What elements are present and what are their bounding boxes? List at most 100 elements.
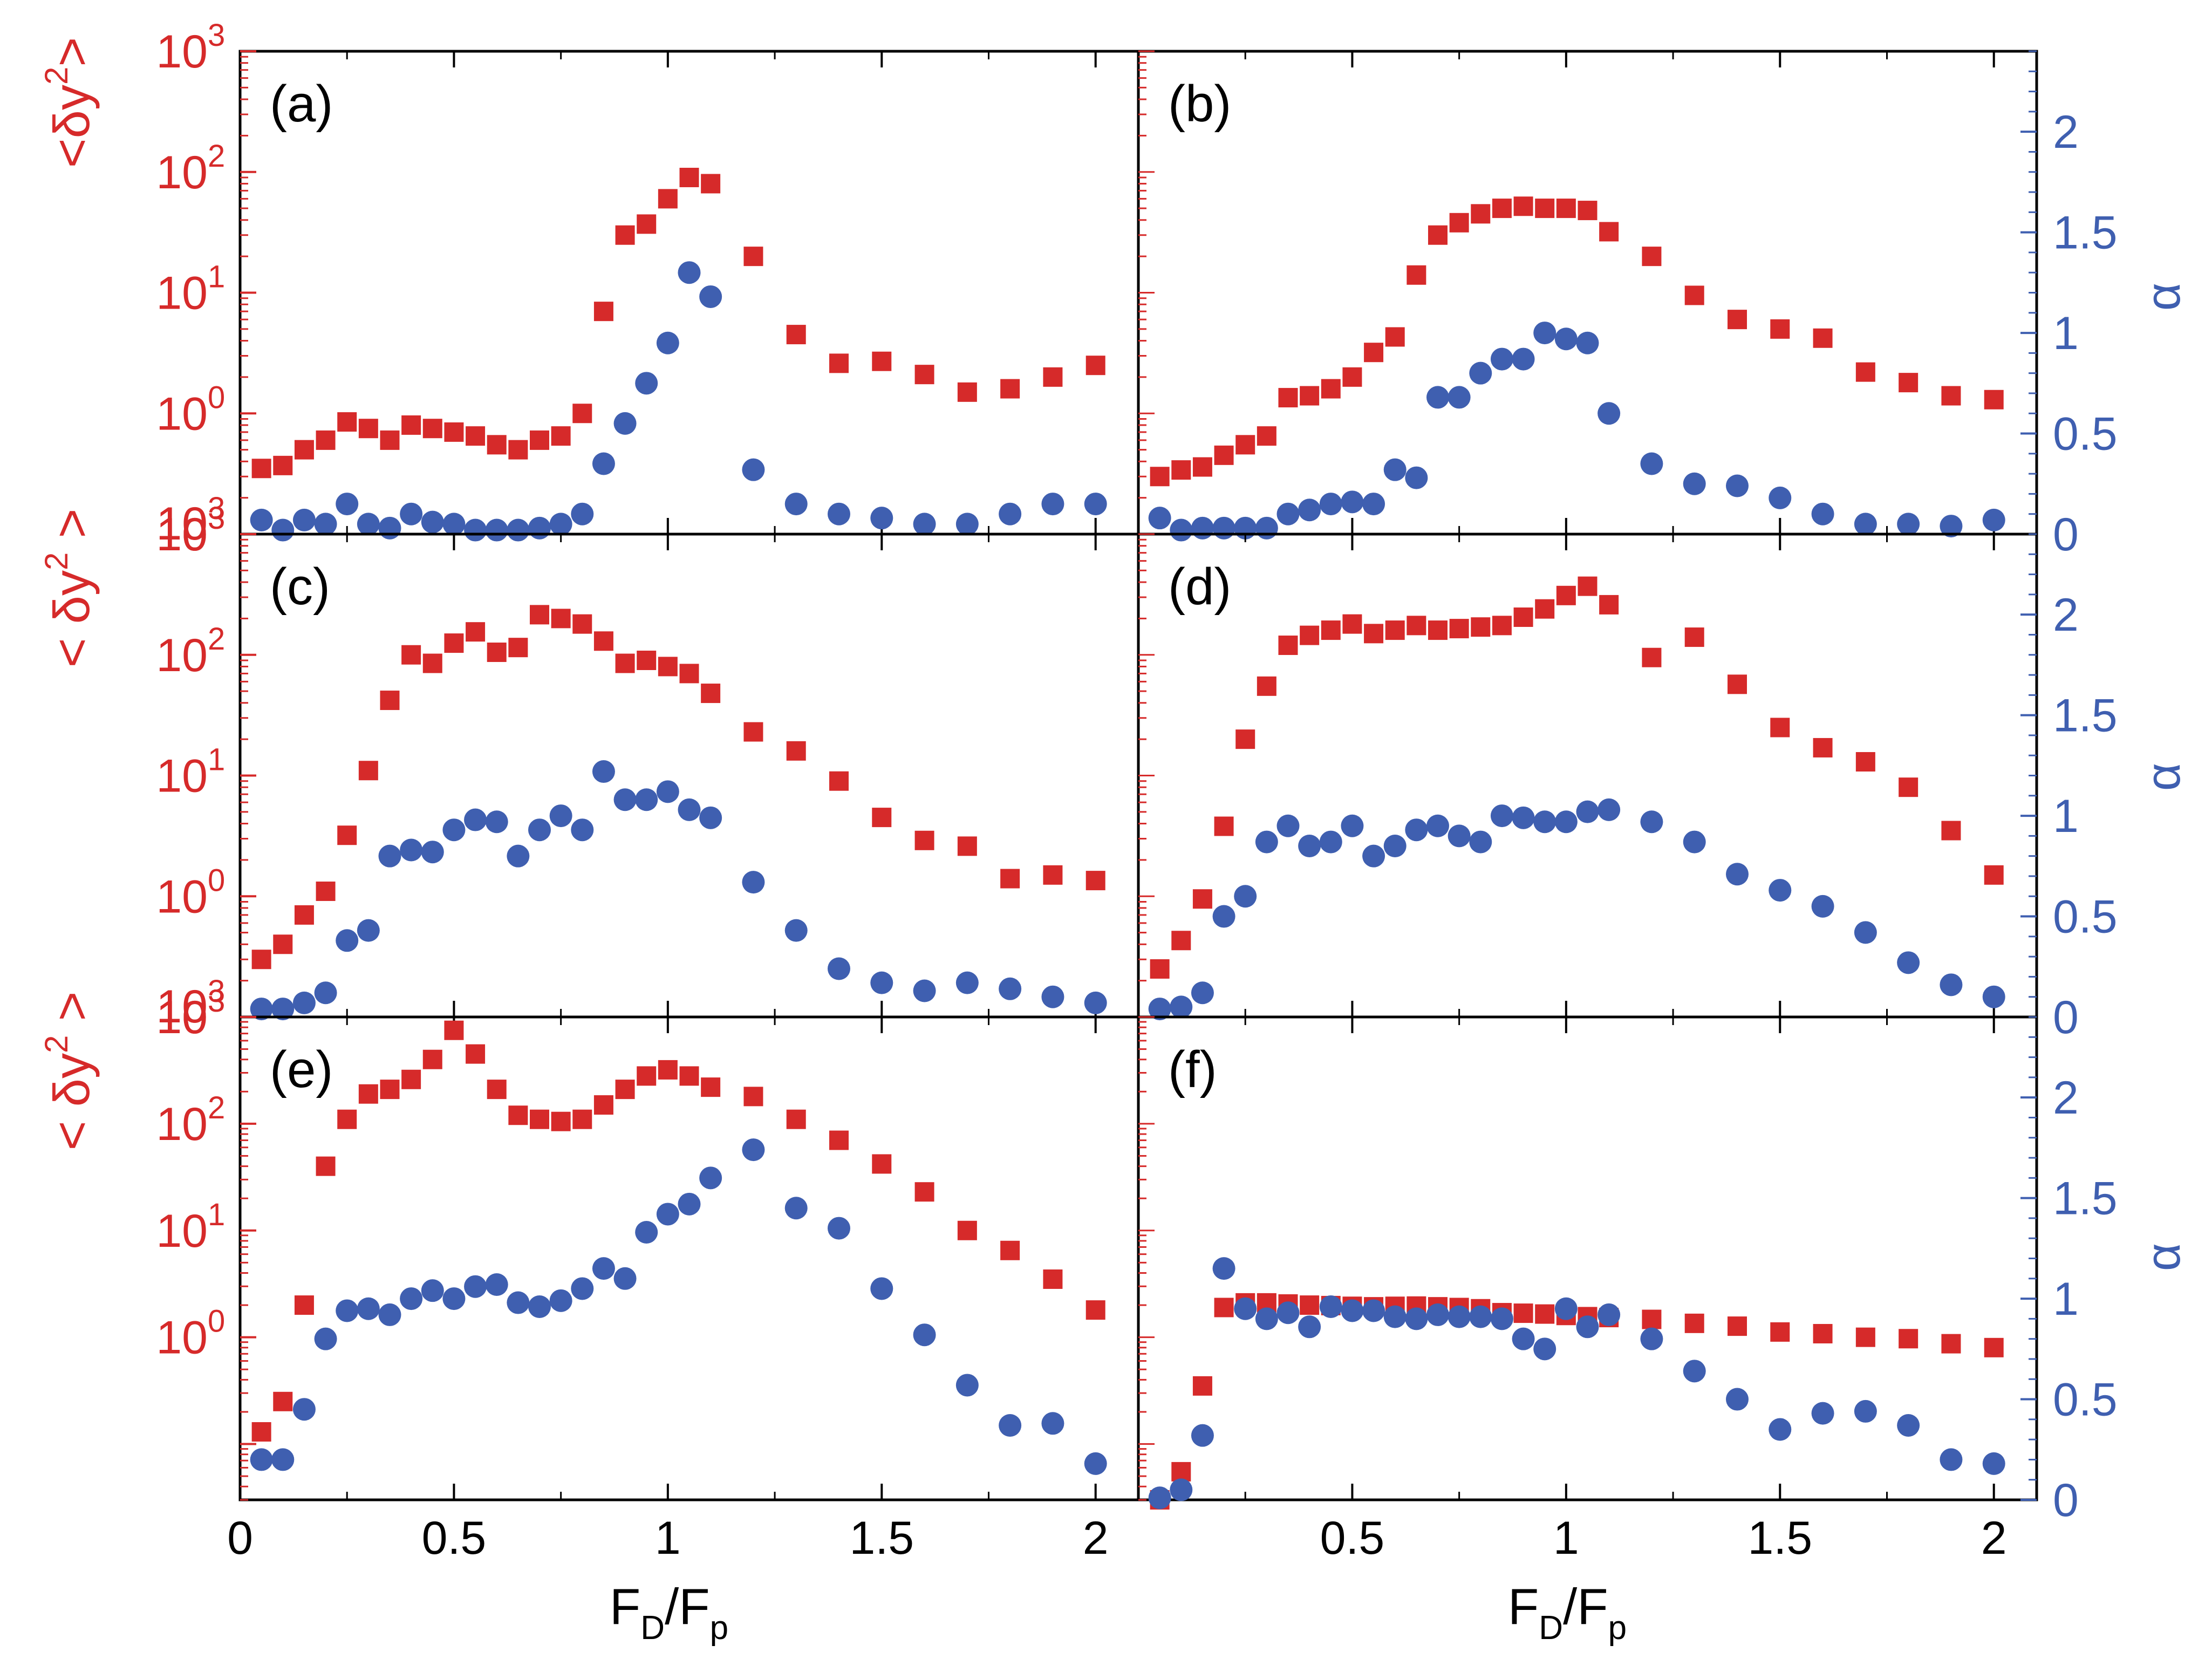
msd-point — [1000, 1240, 1020, 1260]
alpha-point — [1490, 1307, 1513, 1330]
alpha-tick-label: 0.5 — [2053, 891, 2118, 943]
alpha-point — [1148, 1486, 1171, 1510]
y-tick-label-exp: 1 — [208, 1197, 225, 1232]
msd-point — [1535, 1304, 1555, 1324]
y-tick-label: 10 — [156, 509, 208, 561]
msd-point — [637, 214, 657, 234]
msd-point — [508, 638, 528, 658]
panel-label: (c) — [270, 558, 330, 616]
msd-point — [1599, 222, 1619, 242]
alpha-point — [1982, 985, 2005, 1008]
alpha-point — [421, 841, 444, 864]
y-tick-label-exp: 3 — [208, 491, 225, 526]
msd-point — [658, 1060, 678, 1080]
alpha-point — [1683, 472, 1706, 495]
alpha-point — [1298, 1315, 1321, 1339]
alpha-point — [1448, 824, 1471, 848]
alpha-point — [1405, 818, 1428, 842]
alpha-point — [400, 838, 423, 862]
alpha-series — [1148, 798, 2005, 1021]
alpha-point — [250, 998, 273, 1021]
x-tick-label: 2 — [1981, 1512, 2007, 1564]
msd-point — [1449, 619, 1469, 639]
msd-point — [1770, 718, 1790, 738]
msd-point — [1385, 327, 1405, 347]
msd-point — [1813, 1324, 1833, 1344]
alpha-point — [1769, 879, 1792, 902]
alpha-point — [1597, 402, 1621, 425]
msd-point — [1642, 247, 1662, 267]
alpha-point — [549, 1289, 572, 1312]
alpha-point — [1170, 995, 1193, 1019]
alpha-point — [378, 1303, 401, 1326]
msd-point — [530, 605, 549, 625]
msd-point — [1192, 1376, 1212, 1396]
msd-series — [1150, 196, 2004, 487]
alpha-point — [699, 285, 722, 308]
msd-point — [1556, 199, 1576, 219]
msd-point — [294, 905, 314, 925]
msd-point — [701, 1077, 721, 1097]
alpha-point — [464, 518, 487, 542]
alpha-point — [1426, 814, 1449, 837]
alpha-point — [442, 513, 466, 536]
msd-point — [422, 1049, 442, 1069]
msd-point — [572, 404, 592, 424]
msd-point — [1684, 1313, 1704, 1333]
alpha-point — [1448, 1305, 1471, 1328]
alpha-point — [870, 971, 893, 994]
msd-point — [593, 631, 613, 651]
alpha-point — [1276, 502, 1300, 525]
alpha-point — [613, 412, 637, 435]
alpha-point — [357, 513, 380, 536]
alpha-point — [1940, 1448, 1963, 1471]
msd-point — [743, 247, 763, 267]
msd-point — [466, 426, 486, 446]
msd-point — [1000, 869, 1020, 889]
alpha-point — [913, 1323, 936, 1347]
right-axis-title-middle: α — [2136, 763, 2190, 791]
alpha-point — [1212, 905, 1235, 928]
msd-point — [872, 808, 892, 828]
msd-point — [743, 722, 763, 742]
alpha-point — [1255, 830, 1278, 854]
msd-point — [530, 430, 549, 450]
msd-point — [1535, 199, 1555, 219]
svg-text:<δy2>: <δy2> — [38, 37, 100, 168]
y-label-open: < — [43, 638, 100, 667]
alpha-point — [485, 1273, 508, 1296]
alpha-tick-label: 1 — [2053, 308, 2079, 359]
alpha-point — [292, 991, 316, 1014]
y-tick-label-exp: 0 — [208, 380, 225, 415]
msd-point — [380, 1080, 400, 1100]
msd-point — [1385, 620, 1405, 640]
panel-f: 0 0.5 1 1.5 2 0.5 1 1.5 2 (f) — [1137, 1015, 2118, 1564]
msd-point — [679, 664, 699, 684]
msd-point — [1770, 319, 1790, 339]
msd-point — [1941, 1334, 1961, 1354]
msd-point — [1513, 607, 1533, 627]
panel-label: (a) — [270, 75, 333, 133]
y-tick-label: 10 — [156, 147, 208, 199]
alpha-point — [1212, 1257, 1235, 1280]
y-tick-label-exp: 3 — [208, 18, 225, 53]
msd-point — [829, 353, 849, 373]
y-label-open: < — [43, 138, 100, 168]
alpha-point — [656, 331, 679, 354]
alpha-point — [1191, 981, 1214, 1005]
alpha-point — [400, 1287, 423, 1310]
msd-point — [1984, 1337, 2004, 1357]
msd-point — [743, 1087, 763, 1107]
y-label-close: > — [43, 509, 100, 538]
alpha-point — [999, 502, 1022, 525]
y-tick-label: 10 — [156, 26, 208, 78]
alpha-point — [1362, 844, 1385, 868]
alpha-point — [336, 929, 359, 952]
msd-point — [1513, 196, 1533, 216]
alpha-point — [1383, 835, 1407, 858]
msd-point — [637, 650, 657, 670]
msd-point — [829, 1130, 849, 1150]
msd-point — [572, 614, 592, 634]
msd-point — [872, 351, 892, 371]
alpha-point — [1640, 1327, 1663, 1350]
